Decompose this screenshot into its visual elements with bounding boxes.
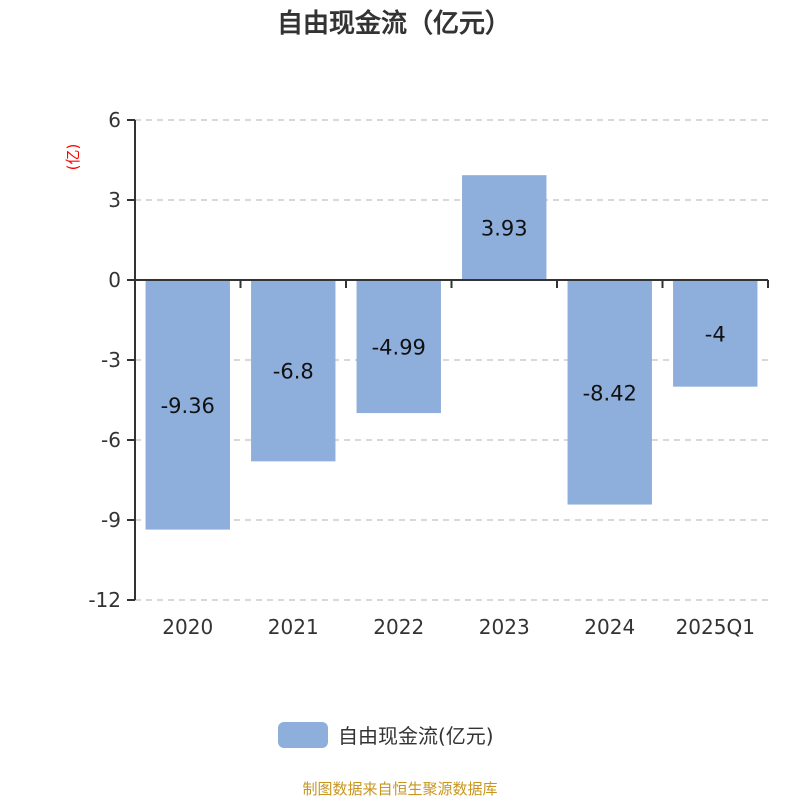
x-tick-label: 2024 — [584, 615, 635, 639]
y-tick-label: 0 — [108, 268, 121, 292]
x-tick-label: 2025Q1 — [676, 615, 755, 639]
legend[interactable]: 自由现金流(亿元) — [278, 722, 494, 748]
source-footer: 制图数据来自恒生聚源数据库 — [302, 780, 498, 798]
bar-2020 — [145, 280, 230, 530]
axes: 6 3 0 -3 -6 -9 -12 2020 2021 2022 2023 2024 2025Q1 — [88, 108, 769, 639]
data-label: -6.8 — [273, 360, 314, 384]
data-label: -8.42 — [583, 381, 637, 405]
y-tick-label: -12 — [88, 588, 121, 612]
x-tick-label: 2021 — [268, 615, 319, 639]
legend-label: 自由现金流(亿元) — [338, 724, 494, 748]
bars — [145, 175, 758, 530]
y-tick-label: -9 — [101, 508, 121, 532]
y-tick-label: -3 — [101, 348, 121, 372]
bar-2023 — [462, 175, 547, 280]
y-tick-label: -6 — [101, 428, 121, 452]
bar-2022 — [356, 280, 441, 414]
y-tick-label: 3 — [108, 188, 121, 212]
x-tick-label: 2022 — [373, 615, 424, 639]
x-tick-label: 2020 — [162, 615, 213, 639]
bar-2021 — [251, 280, 336, 462]
data-label: -4.99 — [372, 336, 426, 360]
data-label: -9.36 — [161, 394, 215, 418]
legend-swatch — [278, 722, 328, 748]
y-axis-label: (亿) — [64, 144, 82, 171]
data-label: 3.93 — [481, 217, 528, 241]
x-tick-label: 2023 — [479, 615, 530, 639]
data-labels: -9.36 -6.8 -4.99 3.93 -8.42 -4 — [161, 217, 726, 418]
bar-2024 — [567, 280, 652, 505]
bar-2025Q1 — [673, 280, 758, 387]
chart-title: 自由现金流（亿元） — [277, 8, 511, 39]
data-label: -4 — [705, 322, 726, 346]
y-tick-label: 6 — [108, 108, 121, 132]
